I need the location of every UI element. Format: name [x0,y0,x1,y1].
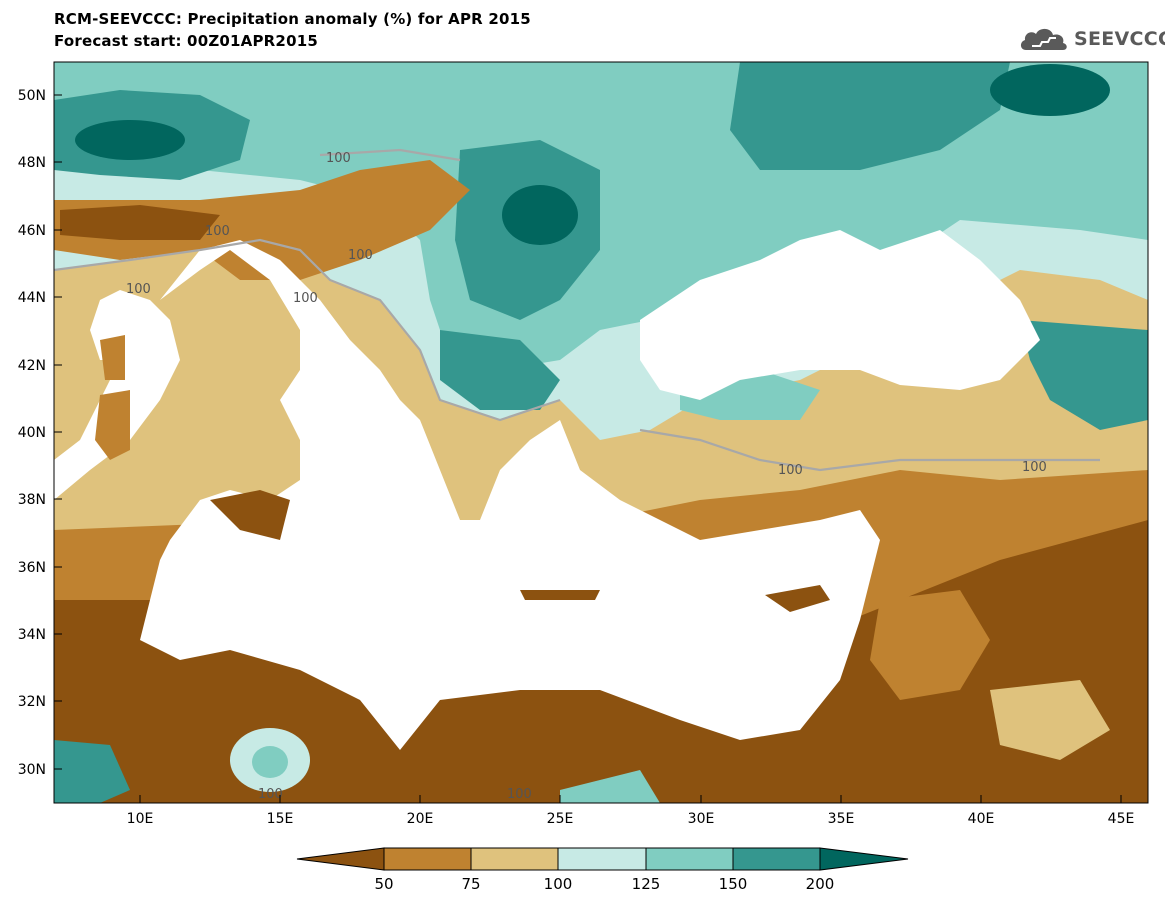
lon-label: 10E [127,811,154,827]
lat-label: 44N [18,290,46,306]
lat-label: 30N [18,762,46,778]
contour-label: 100 [507,787,532,802]
field-above-200-germany [75,120,185,160]
contour-label: 100 [1022,460,1047,475]
lat-label: 36N [18,560,46,576]
cloud-icon [1020,28,1067,50]
colorbar: 50 75 100 125 150 200 [296,847,909,893]
field-50-75-alps [54,160,470,280]
lon-tick-marks [139,795,1122,803]
contour-label: 100 [293,291,318,306]
island-sicily [210,490,290,540]
colorbar-segment-above-200 [819,847,909,871]
field-125-150-libya [252,746,288,778]
forecast-start: Forecast start: 00Z01APR2015 [54,32,318,50]
lon-label: 40E [968,811,995,827]
contour-100-austria [319,148,461,162]
latitude-axis: 50N 48N 46N 44N 42N 40N 38N 36N 34N 32N … [18,88,62,778]
lat-label: 50N [18,88,46,104]
seevccc-logo: SEEVCCC [1018,24,1165,54]
map-title: RCM-SEEVCCC: Precipitation anomaly (%) f… [54,10,531,28]
contour-label: 100 [326,151,351,166]
lat-label: 38N [18,492,46,508]
island-corsica [100,335,125,380]
field-150-200-tunisia [54,740,130,803]
lat-tick-marks [54,94,62,770]
contour-label: 100 [258,787,283,802]
field-150-200-caucasus [1020,320,1148,430]
colorbar-segment-150-200 [732,847,821,871]
field-above-200-east [990,64,1110,116]
field-below-50-alps [60,205,220,240]
lat-label: 42N [18,358,46,374]
contour-label: 100 [778,463,803,478]
contour-100-north [54,238,561,422]
colorbar-label: 50 [374,875,393,893]
logo-text: SEEVCCC [1074,28,1165,50]
contour-label: 100 [205,224,230,239]
colorbar-label: 100 [544,875,573,893]
field-50-75-levant [870,590,990,700]
field-150-200-balkans [440,330,560,410]
lon-label: 25E [547,811,574,827]
colorbar-segment-below-50 [296,847,385,871]
lon-label: 20E [407,811,434,827]
colorbar-segment-50-75 [383,847,472,871]
field-75-100-iraq [990,680,1110,760]
island-sardinia [95,390,130,460]
colorbar-label: 75 [461,875,480,893]
contour-label: 100 [348,248,373,263]
lat-label: 46N [18,223,46,239]
lat-label: 40N [18,425,46,441]
lon-label: 35E [828,811,855,827]
island-cyprus [765,585,830,612]
contour-labels: 100 100 100 100 100 100 100 100 100 [126,151,1047,802]
colorbar-label: 150 [719,875,748,893]
colorbar-segment-75-100 [470,847,559,871]
colorbar-segment-125-150 [645,847,734,871]
lon-label: 15E [267,811,294,827]
colorbar-label: 125 [632,875,661,893]
lat-label: 32N [18,694,46,710]
contour-100-lines [54,148,1100,472]
lat-label: 34N [18,627,46,643]
longitude-axis: 10E 15E 20E 25E 30E 35E 40E 45E [127,795,1135,827]
map-field [54,62,1148,803]
field-125-150-egypt [560,770,660,803]
colorbar-label: 200 [806,875,835,893]
contour-label: 100 [126,282,151,297]
lon-label: 45E [1108,811,1135,827]
contour-100-anatolia [639,428,1100,472]
field-150-200-ukraine [730,62,1010,170]
sea-mediterranean [140,240,880,750]
lat-label: 48N [18,155,46,171]
island-crete [520,590,600,600]
field-above-200-carpathian [502,185,578,245]
lon-label: 30E [688,811,715,827]
colorbar-segment-100-125 [557,847,647,871]
sea-black-sea [640,230,1040,400]
